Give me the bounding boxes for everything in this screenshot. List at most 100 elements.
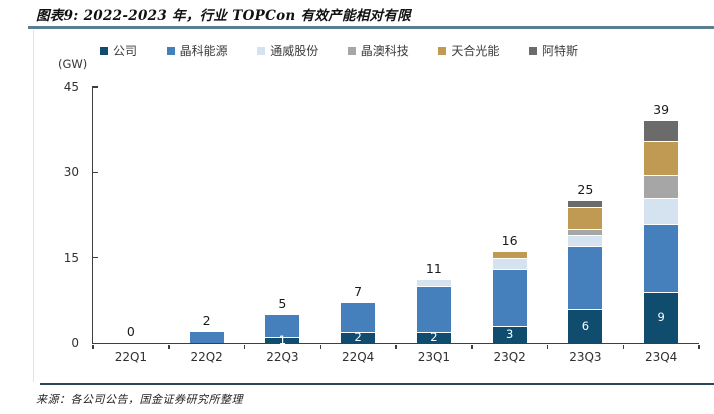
x-tick-mark: [395, 344, 397, 349]
bar-total-label: 39: [653, 102, 670, 118]
legend-label: 阿特斯: [541, 44, 578, 58]
y-tick-label: 0: [71, 336, 79, 350]
bar-group-23Q3: 6 25 23Q3: [548, 87, 624, 364]
legend-label: 天合光能: [451, 44, 500, 58]
bar-segment-阿特斯: [568, 200, 603, 207]
x-axis-label: 23Q4: [644, 350, 678, 364]
bar-segment-天合光能: [644, 141, 679, 176]
stacked-bar: 3: [492, 252, 527, 343]
bar-segment-晶澳科技: [644, 175, 679, 198]
bar-segment-阿特斯: [644, 121, 679, 142]
legend-label: 通威股份: [270, 44, 319, 58]
legend-item: 通威股份: [257, 42, 318, 59]
legend-item: 晶澳科技: [347, 42, 409, 59]
bar-segment-晶科能源: [568, 246, 603, 309]
segment-value-label: 6: [581, 318, 590, 333]
bar-group-22Q1: 0 22Q1: [93, 87, 169, 364]
bar-segment-公司: 2: [341, 330, 376, 345]
x-axis-label: 22Q3: [266, 350, 299, 364]
bar-group-22Q2: 2 22Q2: [169, 87, 245, 364]
legend-label: 晶科能源: [179, 44, 228, 58]
stacked-bar: 2: [341, 303, 376, 345]
y-tick-mark: [92, 256, 98, 259]
y-tick-label: 30: [63, 165, 79, 180]
x-axis-label: 22Q2: [190, 350, 223, 364]
bar-segment-通威股份: [644, 197, 679, 224]
x-tick-mark: [471, 344, 473, 349]
bar-group-23Q2: 3 16 23Q2: [472, 87, 548, 364]
legend: 公司 晶科能源 通威股份 晶澳科技 天合光能 阿特斯: [100, 42, 578, 59]
segment-value-label: 2: [430, 330, 438, 345]
legend-item: 晶科能源: [166, 42, 228, 59]
y-tick-label: 45: [63, 80, 79, 94]
legend-item: 天合光能: [438, 42, 499, 59]
bar-segment-晶科能源: [416, 286, 451, 332]
title-divider: [28, 26, 714, 29]
stacked-bar: 6: [568, 200, 603, 343]
y-axis-unit-label: (GW): [58, 57, 88, 71]
bar-segment-天合光能: [568, 206, 603, 230]
bar-segment-晶科能源: [189, 331, 224, 343]
bar-group-22Q4: 2 7 22Q4: [320, 87, 396, 364]
footer-divider: [40, 383, 714, 385]
segment-value-label: 2: [354, 330, 362, 345]
left-column-rule: [33, 30, 34, 382]
x-axis-label: 23Q1: [417, 350, 451, 364]
x-tick-mark: [698, 344, 700, 349]
bar-group-22Q3: 1 5 22Q3: [245, 87, 321, 364]
x-axis-label: 23Q2: [493, 350, 526, 364]
bar-segment-公司: 6: [568, 308, 603, 343]
x-tick-mark: [622, 344, 624, 349]
y-tick-mark: [92, 86, 98, 88]
bar-total-label: 16: [501, 232, 518, 248]
y-tick-label: 15: [63, 250, 79, 265]
bar-segment-公司: 9: [644, 291, 679, 343]
legend-swatch-icon: [438, 46, 447, 55]
bar-segment-晶科能源: [492, 269, 527, 326]
bar-segment-晶科能源: [341, 303, 376, 332]
source-note: 来源：各公司公告，国金证券研究所整理: [36, 393, 243, 406]
bar-segment-公司: 3: [492, 325, 527, 343]
plot-area: 0 15 30 45 0 22Q1 2 22Q2 1 5 22Q3 2 7 22Q4 2 11 23Q1 3 16 2…: [64, 80, 700, 364]
bar-total-label: 11: [425, 261, 442, 277]
bar-segment-公司: 2: [416, 330, 451, 345]
x-axis-label: 23Q3: [569, 350, 602, 364]
legend-item: 公司: [100, 42, 137, 59]
segment-value-label: 1: [278, 332, 287, 347]
bar-segment-晶科能源: [265, 314, 300, 338]
bar-segment-通威股份: [568, 234, 603, 247]
x-tick-mark: [546, 344, 549, 349]
x-axis-label: 22Q1: [114, 350, 148, 364]
bar-total-label: 0: [126, 324, 135, 339]
x-axis-label: 22Q4: [341, 350, 375, 364]
stacked-bar: 1: [265, 314, 300, 345]
stacked-bar: [189, 331, 224, 343]
bar-total-label: 5: [278, 295, 287, 311]
stacked-bar: 2: [416, 280, 451, 345]
x-tick-mark: [168, 344, 170, 349]
legend-label: 公司: [113, 44, 138, 58]
figure-title: 图表9: 2022-2023 年，行业 TOPCon 有效产能相对有限: [36, 8, 411, 24]
x-tick-mark: [319, 344, 321, 349]
bar-segment-天合光能: [492, 252, 527, 258]
bar-total-label: 25: [577, 181, 594, 197]
bar-total-label: 2: [202, 312, 211, 328]
y-tick-mark: [92, 171, 98, 174]
x-tick-mark: [92, 344, 94, 349]
x-tick-mark: [243, 344, 246, 349]
legend-swatch-icon: [100, 46, 108, 55]
bar-group-23Q4: 9 39 23Q4: [623, 87, 699, 364]
bar-segment-通威股份: [492, 257, 527, 270]
stacked-bar: 9: [644, 121, 679, 343]
bar-segment-晶科能源: [644, 223, 679, 292]
bar-segment-通威股份: [416, 280, 451, 287]
legend-swatch-icon: [528, 46, 537, 55]
bar-group-23Q1: 2 11 23Q1: [396, 87, 472, 364]
legend-label: 晶澳科技: [360, 44, 409, 58]
bar-total-label: 7: [354, 284, 363, 300]
segment-value-label: 9: [657, 310, 665, 325]
legend-swatch-icon: [257, 46, 266, 55]
legend-swatch-icon: [166, 46, 175, 55]
bar-segment-公司: 1: [265, 334, 300, 345]
